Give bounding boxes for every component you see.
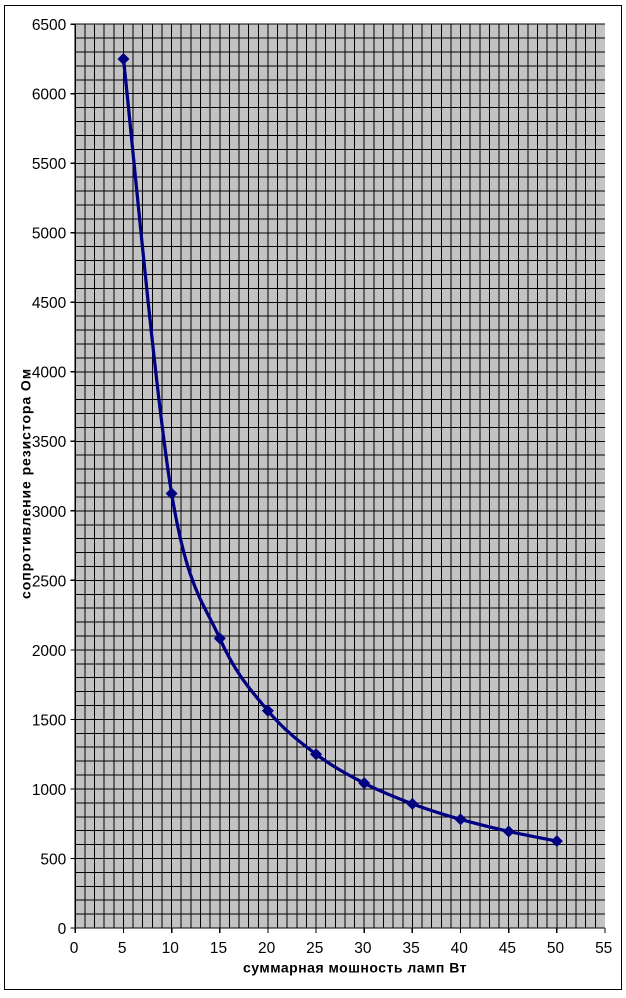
svg-text:10: 10 bbox=[162, 940, 180, 957]
svg-text:2000: 2000 bbox=[32, 643, 67, 660]
svg-text:5500: 5500 bbox=[32, 156, 67, 173]
svg-text:25: 25 bbox=[306, 940, 323, 957]
svg-text:3500: 3500 bbox=[32, 434, 67, 451]
svg-text:1500: 1500 bbox=[32, 712, 67, 729]
svg-text:3000: 3000 bbox=[32, 504, 67, 521]
svg-text:500: 500 bbox=[40, 851, 66, 868]
svg-text:1000: 1000 bbox=[32, 782, 67, 799]
svg-text:сопротивление резистора Ом: сопротивление резистора Ом bbox=[18, 368, 34, 599]
svg-text:0: 0 bbox=[58, 921, 67, 938]
svg-text:5000: 5000 bbox=[32, 226, 67, 243]
svg-text:50: 50 bbox=[547, 940, 565, 957]
svg-text:6500: 6500 bbox=[32, 17, 67, 34]
svg-text:20: 20 bbox=[258, 940, 276, 957]
svg-text:45: 45 bbox=[499, 940, 516, 957]
svg-text:30: 30 bbox=[354, 940, 372, 957]
svg-text:суммарная мошность ламп Вт: суммарная мошность ламп Вт bbox=[243, 960, 467, 976]
svg-text:5: 5 bbox=[118, 940, 127, 957]
svg-text:15: 15 bbox=[210, 940, 227, 957]
svg-text:6000: 6000 bbox=[32, 87, 67, 104]
svg-text:2500: 2500 bbox=[32, 573, 67, 590]
svg-text:4500: 4500 bbox=[32, 295, 67, 312]
svg-text:4000: 4000 bbox=[32, 365, 67, 382]
svg-text:40: 40 bbox=[451, 940, 469, 957]
svg-text:55: 55 bbox=[595, 940, 612, 957]
svg-text:0: 0 bbox=[70, 940, 79, 957]
svg-text:35: 35 bbox=[402, 940, 419, 957]
